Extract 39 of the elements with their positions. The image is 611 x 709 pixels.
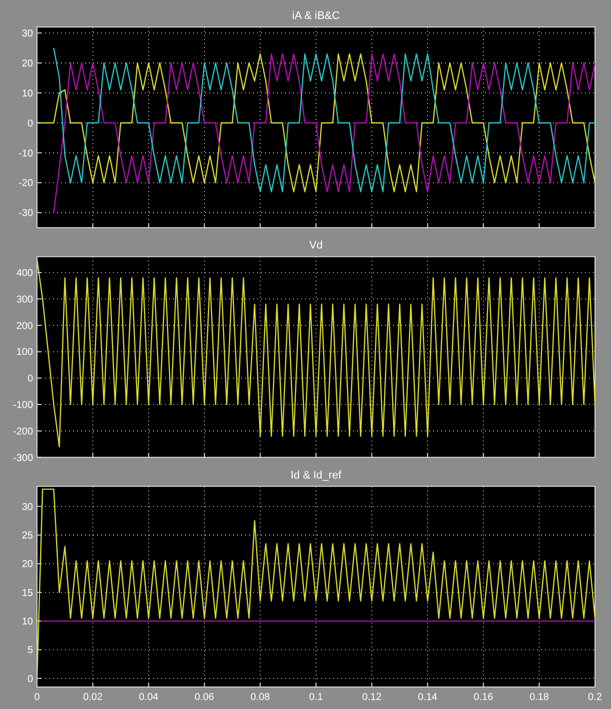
y-tick-label: -30 bbox=[18, 208, 34, 220]
x-tick-label: 0.12 bbox=[362, 692, 382, 703]
y-tick-label: 15 bbox=[22, 588, 34, 599]
y-tick-label: 25 bbox=[22, 530, 34, 542]
y-tick-label: 30 bbox=[22, 28, 34, 40]
line-series bbox=[37, 258, 595, 448]
y-tick-label: 10 bbox=[22, 616, 34, 628]
y-tick-label: 400 bbox=[16, 268, 34, 280]
x-tick-label: 0.08 bbox=[250, 692, 270, 703]
x-tick-label: 0.18 bbox=[529, 692, 550, 703]
y-tick-label: 20 bbox=[22, 58, 34, 70]
y-tick-label: 0 bbox=[27, 374, 34, 385]
y-tick-label: -200 bbox=[12, 426, 34, 438]
y-tick-label: 300 bbox=[16, 294, 34, 306]
x-tick-label: 0.1 bbox=[309, 692, 324, 703]
chart-title: Id & Id_ref bbox=[290, 469, 342, 482]
x-tick-label: 0.14 bbox=[418, 692, 438, 703]
line-series bbox=[53, 53, 595, 214]
chart-title: iA & iB&C bbox=[292, 10, 340, 22]
y-tick-label: -100 bbox=[12, 400, 34, 412]
y-tick-label: 20 bbox=[22, 559, 34, 570]
chart-title: Vd bbox=[309, 240, 323, 252]
y-tick-label: 200 bbox=[16, 320, 34, 332]
x-tick-label: 0.06 bbox=[194, 692, 215, 703]
x-tick-label: 0 bbox=[34, 692, 40, 703]
y-tick-label: 0 bbox=[27, 118, 34, 130]
y-tick-label: 5 bbox=[27, 645, 34, 656]
y-tick-label: 10 bbox=[22, 88, 34, 100]
x-tick-label: 0.16 bbox=[474, 692, 494, 703]
x-tick-label: 0.04 bbox=[138, 692, 159, 703]
y-tick-label: -300 bbox=[12, 452, 34, 464]
x-tick-label: 0.02 bbox=[83, 692, 103, 703]
line-series bbox=[37, 488, 595, 679]
y-tick-label: 30 bbox=[22, 502, 34, 513]
y-tick-label: -20 bbox=[18, 178, 34, 190]
x-tick-label: 0.2 bbox=[588, 692, 602, 703]
y-tick-label: -10 bbox=[18, 148, 34, 160]
y-tick-label: 0 bbox=[27, 674, 34, 685]
y-tick-label: 100 bbox=[16, 347, 34, 358]
